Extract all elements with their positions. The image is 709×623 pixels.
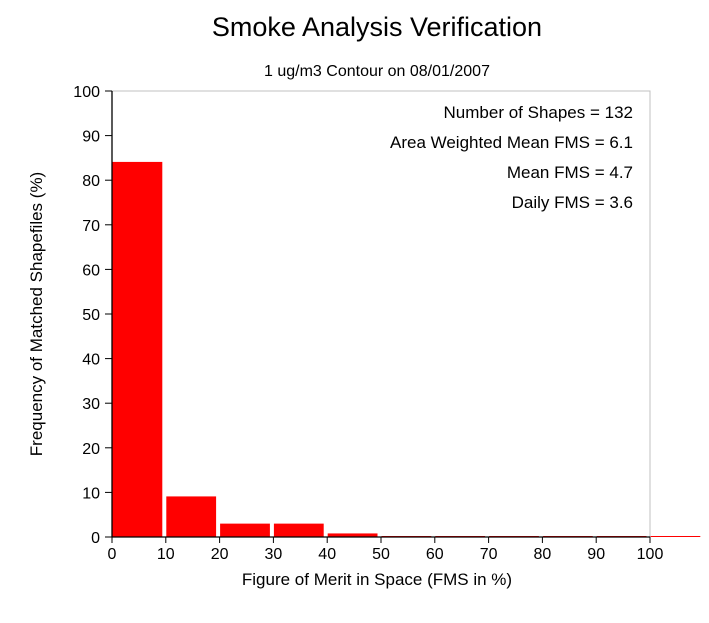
x-tick-label: 70 [480,546,498,563]
chart-subtitle: 1 ug/m3 Contour on 08/01/2007 [264,63,490,80]
x-tick-label: 60 [426,546,444,563]
bar-10-20 [166,496,217,537]
y-tick-label: 40 [82,352,100,369]
y-tick-label: 10 [82,485,100,502]
y-tick-label: 70 [82,218,100,235]
bar-30-40 [273,523,324,537]
bars-group [112,161,701,537]
x-tick-label: 80 [534,546,552,563]
y-tick-label: 100 [73,84,100,101]
stat-annotation: Number of Shapes = 132 [444,103,633,122]
bar-100-110 [650,536,701,537]
x-tick-label: 0 [108,546,117,563]
stat-annotation: Area Weighted Mean FMS = 6.1 [390,133,633,152]
bar-40-50 [327,533,378,537]
y-tick-label: 20 [82,441,100,458]
y-axis-label: Frequency of Matched Shapefiles (%) [27,172,46,456]
plot-area [111,90,651,538]
bar-20-30 [220,523,270,537]
x-tick-label: 90 [587,546,605,563]
y-tick-label: 50 [82,307,100,324]
axes-group: 0 10 20 30 40 50 60 70 80 90 100 0 10 20 30 40 50 60 70 80 9… [73,84,663,563]
bar-0-10 [112,161,163,537]
chart-title: Smoke Analysis Verification [212,12,542,42]
y-tick-label: 80 [82,173,100,190]
x-tick-label: 20 [211,546,229,563]
x-tick-label: 50 [372,546,390,563]
x-tick-label: 40 [318,546,336,563]
stat-annotation: Daily FMS = 3.6 [512,193,633,212]
y-tick-label: 0 [91,530,100,547]
y-tick-label: 30 [82,396,100,413]
x-tick-label: 100 [637,546,664,563]
y-tick-label: 60 [82,262,100,279]
annotations-group: Number of Shapes = 132 Area Weighted Mean… [390,103,633,212]
x-tick-label: 10 [157,546,175,563]
x-axis-label: Figure of Merit in Space (FMS in %) [242,570,512,589]
x-tick-label: 30 [265,546,283,563]
stat-annotation: Mean FMS = 4.7 [507,163,633,182]
y-tick-label: 90 [82,129,100,146]
